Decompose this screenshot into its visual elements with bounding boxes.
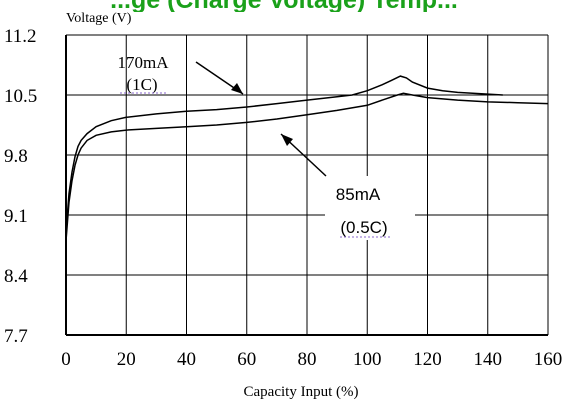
chart-title: ...ge (Charge Voltage) Temp... <box>10 0 558 12</box>
series-lines <box>65 75 549 241</box>
x-tick-label: 100 <box>353 349 382 370</box>
grid <box>66 35 548 335</box>
x-axis-label: Capacity Input (%) <box>244 384 359 400</box>
y-tick-label: 11.2 <box>4 26 37 47</box>
x-tick-label: 20 <box>117 349 136 370</box>
plot-frame <box>65 34 549 336</box>
y-tick-label: 8.4 <box>4 266 28 287</box>
x-tick-label: 140 <box>474 349 503 370</box>
series-label-85ma: 85mA <box>336 185 381 204</box>
series-label-85ma-box <box>325 176 415 240</box>
annotations: 170mA (1C) 85mA (0.5C) <box>118 53 415 240</box>
x-tick-label: 160 <box>534 349 563 370</box>
series-line-85ma-0-5c <box>65 92 549 241</box>
x-tick-label: 80 <box>298 349 317 370</box>
y-tick-label: 9.1 <box>4 206 28 227</box>
series-line-170ma-1c <box>65 75 503 233</box>
series-label-170ma: 170mA <box>118 53 170 72</box>
series-label-1c: (1C) <box>126 75 157 94</box>
series-label-0-5c: (0.5C) <box>340 218 387 237</box>
x-tick-label: 40 <box>177 349 196 370</box>
tick-labels: 0 20 40 60 80 100 120 140 160 11.2 10.5 9.8 9.1 8.4 7.… <box>4 26 562 370</box>
y-tick-label: 10.5 <box>4 86 37 107</box>
x-tick-label: 60 <box>237 349 256 370</box>
y-tick-label: 9.8 <box>4 146 28 167</box>
y-axis-label: Voltage (V) <box>66 11 132 26</box>
x-tick-label: 120 <box>413 349 442 370</box>
y-tick-label: 7.7 <box>4 326 28 347</box>
arrow-head-170ma <box>231 83 243 94</box>
x-tick-label: 0 <box>61 349 71 370</box>
arrow-head-85ma <box>281 134 293 146</box>
